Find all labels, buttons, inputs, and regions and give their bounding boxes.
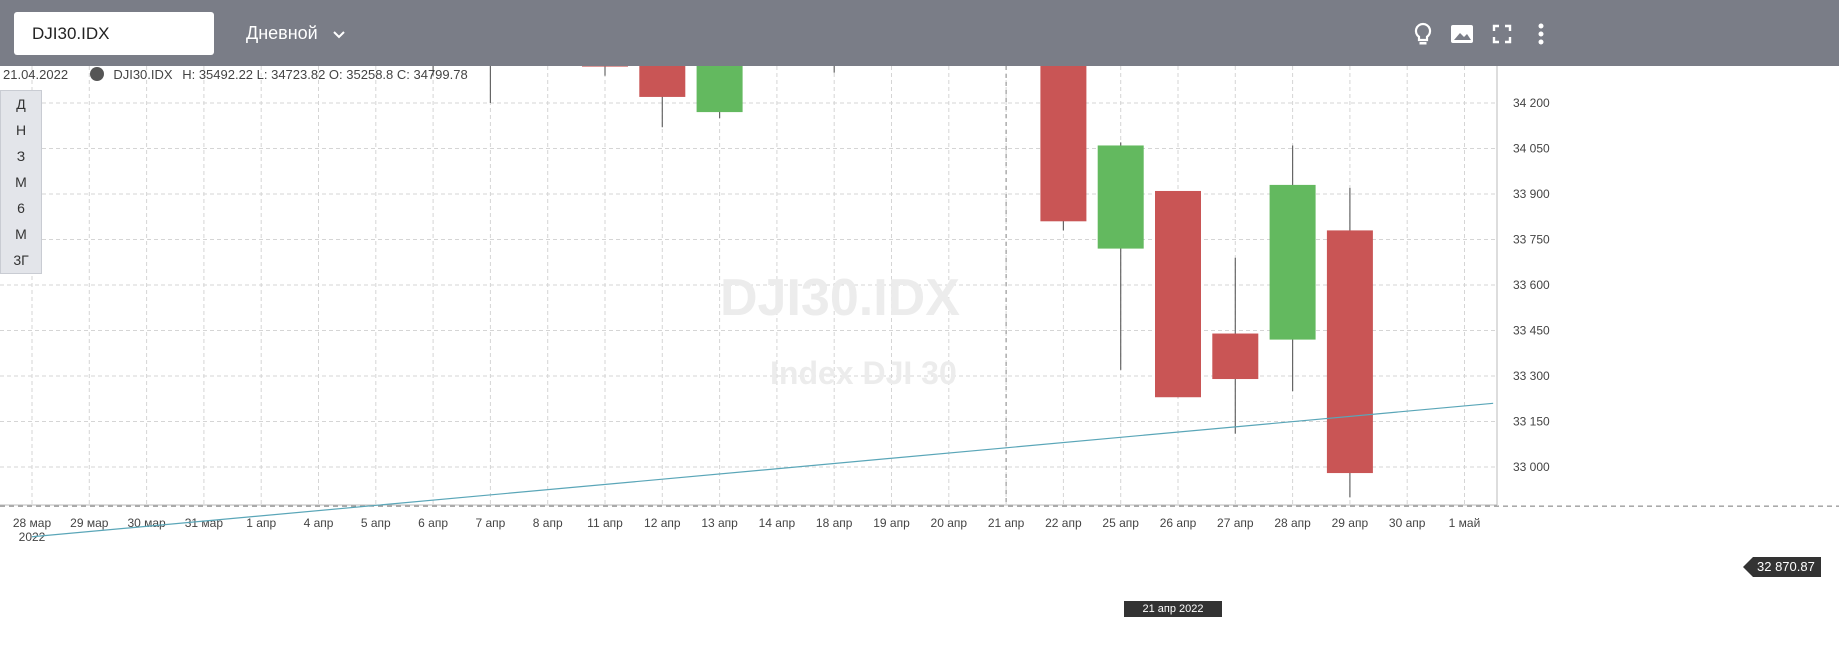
series-dot-icon	[89, 67, 104, 81]
x-tick-label: 1 май	[1449, 516, 1481, 530]
interval-dropdown[interactable]: Дневной	[246, 12, 345, 55]
y-tick-label: 34 200	[1513, 96, 1550, 110]
period-3month[interactable]: З	[16, 148, 26, 164]
y-tick-label: 33 000	[1513, 460, 1550, 474]
top-toolbar: DJI30.IDX Дневной	[0, 0, 1839, 66]
crosshair-date-tag: 21 апр 2022	[1124, 601, 1222, 617]
x-tick-label: 27 апр	[1217, 516, 1254, 530]
candle-body	[1097, 145, 1144, 249]
x-tick-label: 13 апр	[701, 516, 738, 530]
y-tick-label: 33 600	[1513, 278, 1550, 292]
ohlc-info: 21.04.2022 DJI30.IDX H: 35492.22 L: 3472…	[3, 66, 468, 84]
candle-body	[639, 66, 686, 97]
watermark-title: DJI30.IDX	[720, 269, 960, 327]
current-price-tag: 32 870.87	[1743, 557, 1821, 577]
period-3year[interactable]: 3Г	[13, 252, 29, 268]
x-tick-label: 5 апр	[361, 516, 391, 530]
info-ohlc: H: 35492.22 L: 34723.82 O: 35258.8 C: 34…	[182, 67, 468, 82]
y-tick-label: 33 450	[1513, 324, 1550, 338]
x-tick-label: 1 апр	[246, 516, 276, 530]
y-tick-label: 33 900	[1513, 187, 1550, 201]
x-tick-label: 19 апр	[873, 516, 910, 530]
x-tick-label: 31 мар	[185, 516, 224, 530]
chevron-down-icon	[333, 12, 345, 55]
x-tick-label: 29 апр	[1332, 516, 1369, 530]
y-tick-label: 34 050	[1513, 142, 1550, 156]
x-tick-label: 18 апр	[816, 516, 853, 530]
x-tick-label: 11 апр	[587, 516, 623, 530]
fullscreen-icon[interactable]	[1488, 20, 1516, 48]
x-tick-label: 30 апр	[1389, 516, 1426, 530]
x-tick-label: 25 апр	[1102, 516, 1139, 530]
x-tick-label: 29 мар	[70, 516, 109, 530]
x-tick-label: 20 апр	[931, 516, 968, 530]
lightbulb-icon[interactable]	[1409, 20, 1437, 48]
period-selector: Д Н З М 6 М 3Г	[0, 90, 42, 274]
x-tick-label: 6 апр	[418, 516, 448, 530]
y-tick-label: 33 150	[1513, 415, 1550, 429]
y-tick-label: 33 750	[1513, 233, 1550, 247]
x-tick-label: 21 апр	[988, 516, 1025, 530]
symbol-input[interactable]: DJI30.IDX	[14, 12, 214, 55]
trend-line	[31, 402, 1494, 538]
x-tick-label: 12 апр	[644, 516, 681, 530]
candle-body	[1040, 66, 1087, 222]
x-tick-label: 4 апр	[304, 516, 334, 530]
x-tick-label: 14 апр	[759, 516, 796, 530]
x-tick-label: 28 мар	[13, 516, 52, 530]
period-6month[interactable]: М	[15, 226, 27, 242]
info-symbol: DJI30.IDX	[113, 67, 173, 82]
period-month[interactable]: М	[15, 174, 27, 190]
x-tick-label: 30 мар	[127, 516, 166, 530]
candle-body	[1269, 184, 1316, 340]
y-tick-label: 33 300	[1513, 369, 1550, 383]
image-icon[interactable]	[1448, 20, 1476, 48]
x-tick-label: 26 апр	[1160, 516, 1197, 530]
more-vertical-icon[interactable]	[1527, 20, 1555, 48]
period-week[interactable]: Н	[15, 122, 27, 138]
price-chart[interactable]: 33 000 33 150 33 300 33 450 33 600 33 750 33 9…	[0, 66, 1839, 655]
candle-body	[1326, 230, 1373, 474]
watermark-subtitle: Index DJI 30	[770, 355, 957, 391]
x-tick-label: 22 апр	[1045, 516, 1082, 530]
candle-body	[1212, 333, 1259, 380]
info-date: 21.04.2022	[3, 67, 69, 82]
period-6[interactable]: 6	[17, 200, 25, 216]
x-tick-label: 7 апр	[475, 516, 505, 530]
candle-body	[1155, 190, 1201, 398]
interval-label: Дневной	[246, 23, 318, 43]
x-tick-label: 28 апр	[1274, 516, 1311, 530]
candle-body	[582, 66, 628, 67]
period-day[interactable]: Д	[16, 96, 26, 112]
x-tick-label: 8 апр	[533, 516, 563, 530]
candle-body	[696, 66, 743, 113]
